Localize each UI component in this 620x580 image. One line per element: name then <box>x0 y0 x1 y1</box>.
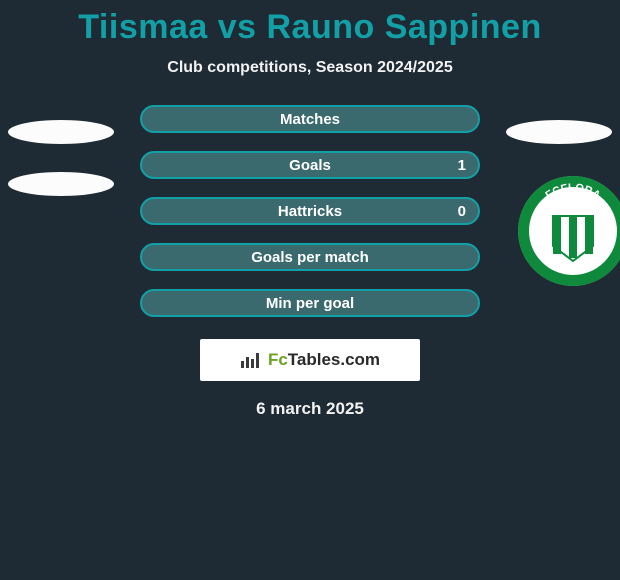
bars-icon <box>240 351 262 369</box>
footer-date: 6 march 2025 <box>0 399 620 419</box>
stat-label: Hattricks <box>142 203 478 220</box>
club-crest: FCFLORA <box>518 176 620 286</box>
stat-value-right: 0 <box>458 203 466 220</box>
stat-row-1: Goals1 <box>140 151 480 179</box>
left-oval-2 <box>8 172 114 196</box>
left-oval-1 <box>8 120 114 144</box>
page-title: Tiismaa vs Rauno Sappinen <box>0 0 620 47</box>
right-oval <box>506 120 612 144</box>
brand-text: FcTables.com <box>268 350 380 370</box>
subtitle: Club competitions, Season 2024/2025 <box>0 59 620 77</box>
stat-label: Matches <box>142 111 478 128</box>
left-player-badges <box>8 120 114 224</box>
stat-value-right: 1 <box>458 157 466 174</box>
stat-row-2: Hattricks0 <box>140 197 480 225</box>
footer-brand: FcTables.com <box>200 339 420 381</box>
stat-row-0: Matches <box>140 105 480 133</box>
stat-row-4: Min per goal <box>140 289 480 317</box>
brand-rest: Tables.com <box>288 350 380 369</box>
stat-label: Goals <box>142 157 478 174</box>
stat-label: Goals per match <box>142 249 478 266</box>
stat-label: Min per goal <box>142 295 478 312</box>
stat-row-3: Goals per match <box>140 243 480 271</box>
brand-prefix: Fc <box>268 350 288 369</box>
